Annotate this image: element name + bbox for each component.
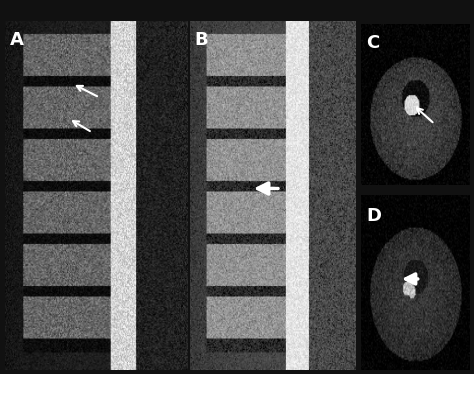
FancyBboxPatch shape [0,0,474,380]
Text: A: A [10,31,24,49]
Text: C: C [366,34,380,52]
Text: B: B [195,31,208,49]
Text: D: D [366,207,382,225]
